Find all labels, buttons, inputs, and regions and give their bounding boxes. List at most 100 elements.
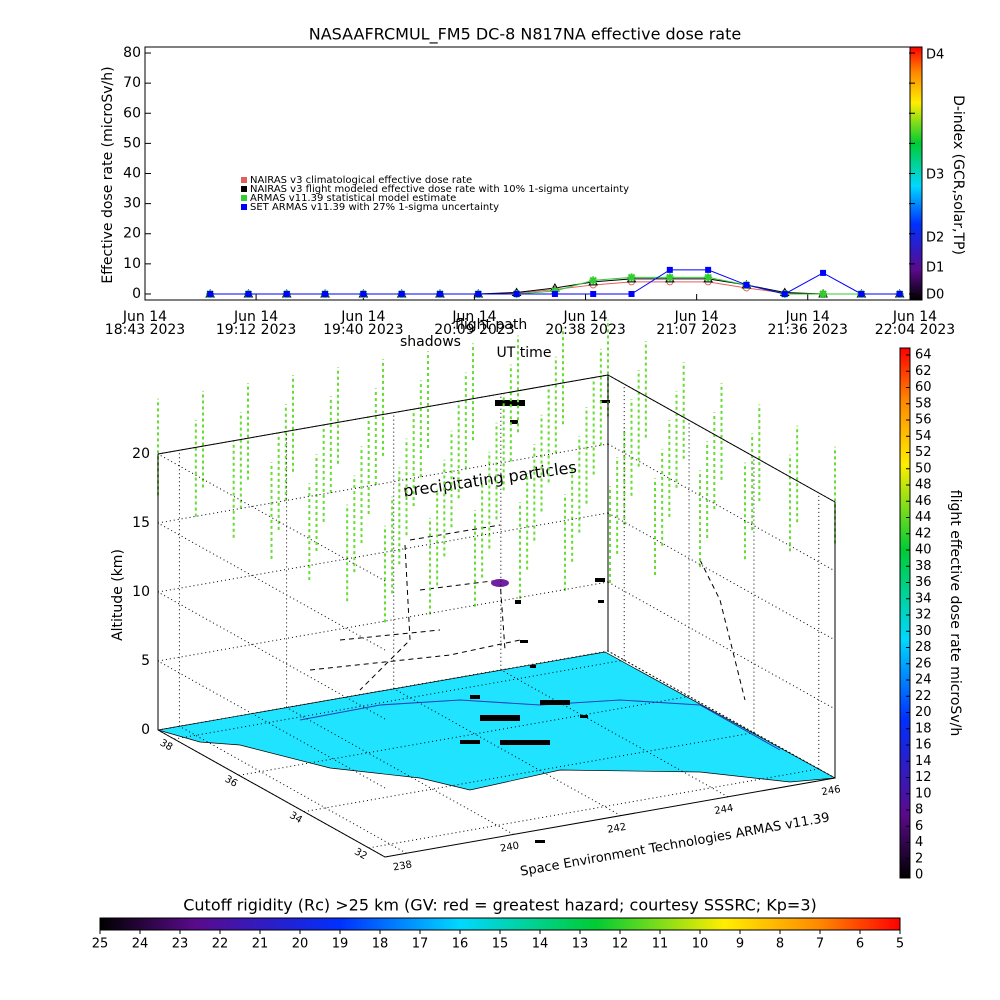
credit: Space Environment Technologies ARMAS v11… — [519, 810, 831, 879]
colorbar-tick-label: 56 — [915, 413, 932, 428]
x-tick-label: 19:12 2023 — [216, 322, 296, 338]
y-tick-label: 34 — [287, 810, 304, 826]
y-tick-label: 10 — [123, 256, 141, 272]
y-tick-label: 50 — [123, 135, 141, 151]
y-axis-label: Effective dose rate (microSv/h) — [100, 66, 116, 283]
colorbar-tick-label: 30 — [915, 624, 932, 639]
colorbar-tick-label: 24 — [915, 673, 932, 688]
y-tick-label: 38 — [158, 738, 175, 754]
marker — [207, 290, 214, 297]
x-tick-label: 21:36 2023 — [768, 322, 848, 338]
marker — [398, 290, 405, 297]
marker — [513, 290, 520, 297]
grid-line — [393, 688, 621, 817]
colorbar-tick-label: 18 — [915, 721, 932, 736]
colorbar-tick-label: 2 — [915, 851, 923, 866]
marker — [475, 290, 482, 297]
grid-line — [607, 650, 836, 779]
rigidity-colorbar — [99, 917, 901, 931]
colorbar-tick-label: 44 — [915, 510, 932, 525]
colorbar-tick-label: 28 — [915, 640, 932, 655]
marker — [436, 290, 443, 297]
colorbar-tick-label: D3 — [926, 168, 944, 183]
x-tick-label: 20:38 2023 — [545, 322, 625, 338]
grid-line — [157, 453, 386, 582]
marker — [283, 290, 290, 297]
legend-label: NAIRAS v3 flight modeled effective dose … — [250, 184, 629, 195]
marker — [665, 273, 674, 282]
x-tick-label: 246 — [821, 784, 842, 798]
colorbar-tick-label: 11 — [652, 937, 669, 952]
x-tick-label: Jun 14 — [122, 309, 167, 325]
colorbar-tick-label: 19 — [332, 937, 349, 952]
legend-label: NAIRAS v3 climatological effective dose … — [250, 175, 472, 186]
colorbar-label: D-index (GCR,solar,TP) — [950, 95, 966, 255]
grid-line — [157, 660, 386, 789]
colorbar-tick-label: 17 — [412, 937, 429, 952]
colorbar-tick-label: 12 — [915, 770, 932, 785]
x-tick-label: 22:04 2023 — [875, 322, 955, 338]
grid-line — [238, 695, 690, 776]
colorbar-tick-label: 21 — [252, 937, 269, 952]
x-tick-label: 240 — [499, 841, 520, 855]
y-tick-label: 60 — [123, 105, 141, 121]
colorbar-tick-label: 26 — [915, 656, 932, 671]
marker — [896, 290, 903, 297]
flight-point — [491, 579, 509, 587]
colorbar-tick-label: 58 — [915, 396, 932, 411]
y-tick-label: 70 — [123, 75, 141, 91]
x-tick-label: 238 — [392, 859, 413, 873]
colorbar-tick-label: 0 — [915, 868, 923, 883]
x-tick-label: 21:07 2023 — [656, 322, 736, 338]
grid-line — [607, 443, 836, 572]
colorbar-tick-label: 4 — [915, 835, 923, 850]
colorbar-tick-label: 52 — [915, 445, 932, 460]
grid-line — [607, 581, 836, 710]
grid-line — [157, 443, 609, 524]
colorbar-tick-label: D1 — [926, 261, 944, 276]
box-edge — [384, 777, 836, 858]
colorbar-tick-label: 8 — [915, 803, 923, 818]
colorbar-tick-label: 13 — [572, 937, 589, 952]
colorbar-tick-label: 22 — [212, 937, 229, 952]
marker — [322, 290, 329, 297]
y-tick-label: 20 — [123, 226, 141, 242]
x-tick-label: 244 — [714, 803, 735, 817]
colorbar-tick-label: 24 — [132, 937, 149, 952]
box-edge — [157, 374, 609, 455]
x-tick-label: Jun 14 — [892, 309, 937, 325]
colorbar-tick-label: 15 — [492, 937, 509, 952]
colorbar-tick-label: 60 — [915, 380, 932, 395]
legend-swatch — [241, 186, 247, 192]
marker — [705, 266, 712, 273]
colorbar-tick-label: D0 — [926, 288, 944, 303]
colorbar-tick-label: 48 — [915, 478, 932, 493]
colorbar-tick-label: 16 — [915, 738, 932, 753]
colorbar-tick-label: 16 — [452, 937, 469, 952]
x-axis-label: UT time — [497, 345, 552, 361]
grid-line — [286, 706, 514, 835]
marker — [590, 290, 597, 297]
marker — [781, 290, 788, 297]
colorbar-tick-label: 34 — [915, 591, 932, 606]
colorbar-tick-label: 14 — [915, 754, 932, 769]
z-axis-label: Altitude (km) — [110, 549, 126, 641]
colorbar-tick-label: 38 — [915, 559, 932, 574]
y-tick-label: 36 — [223, 774, 240, 790]
grid-line — [607, 650, 836, 779]
x-tick-label: Jun 14 — [233, 309, 278, 325]
legend-swatch — [241, 204, 247, 210]
grid-line — [500, 669, 729, 798]
marker — [245, 290, 252, 297]
colorbar-tick-label: 20 — [915, 705, 932, 720]
legend-swatch — [241, 195, 247, 201]
colorbar-label: Cutoff rigidity (Rc) >25 km (GV: red = g… — [183, 896, 817, 915]
grid-line — [179, 725, 407, 854]
marker — [360, 290, 367, 297]
plot-frame — [144, 46, 916, 301]
colorbar-tick-label: 25 — [92, 937, 109, 952]
grid-line — [303, 732, 755, 813]
colorbar-tick-label: 54 — [915, 429, 932, 444]
grid-line — [174, 659, 625, 740]
colorbar-tick-label: 62 — [915, 364, 932, 379]
